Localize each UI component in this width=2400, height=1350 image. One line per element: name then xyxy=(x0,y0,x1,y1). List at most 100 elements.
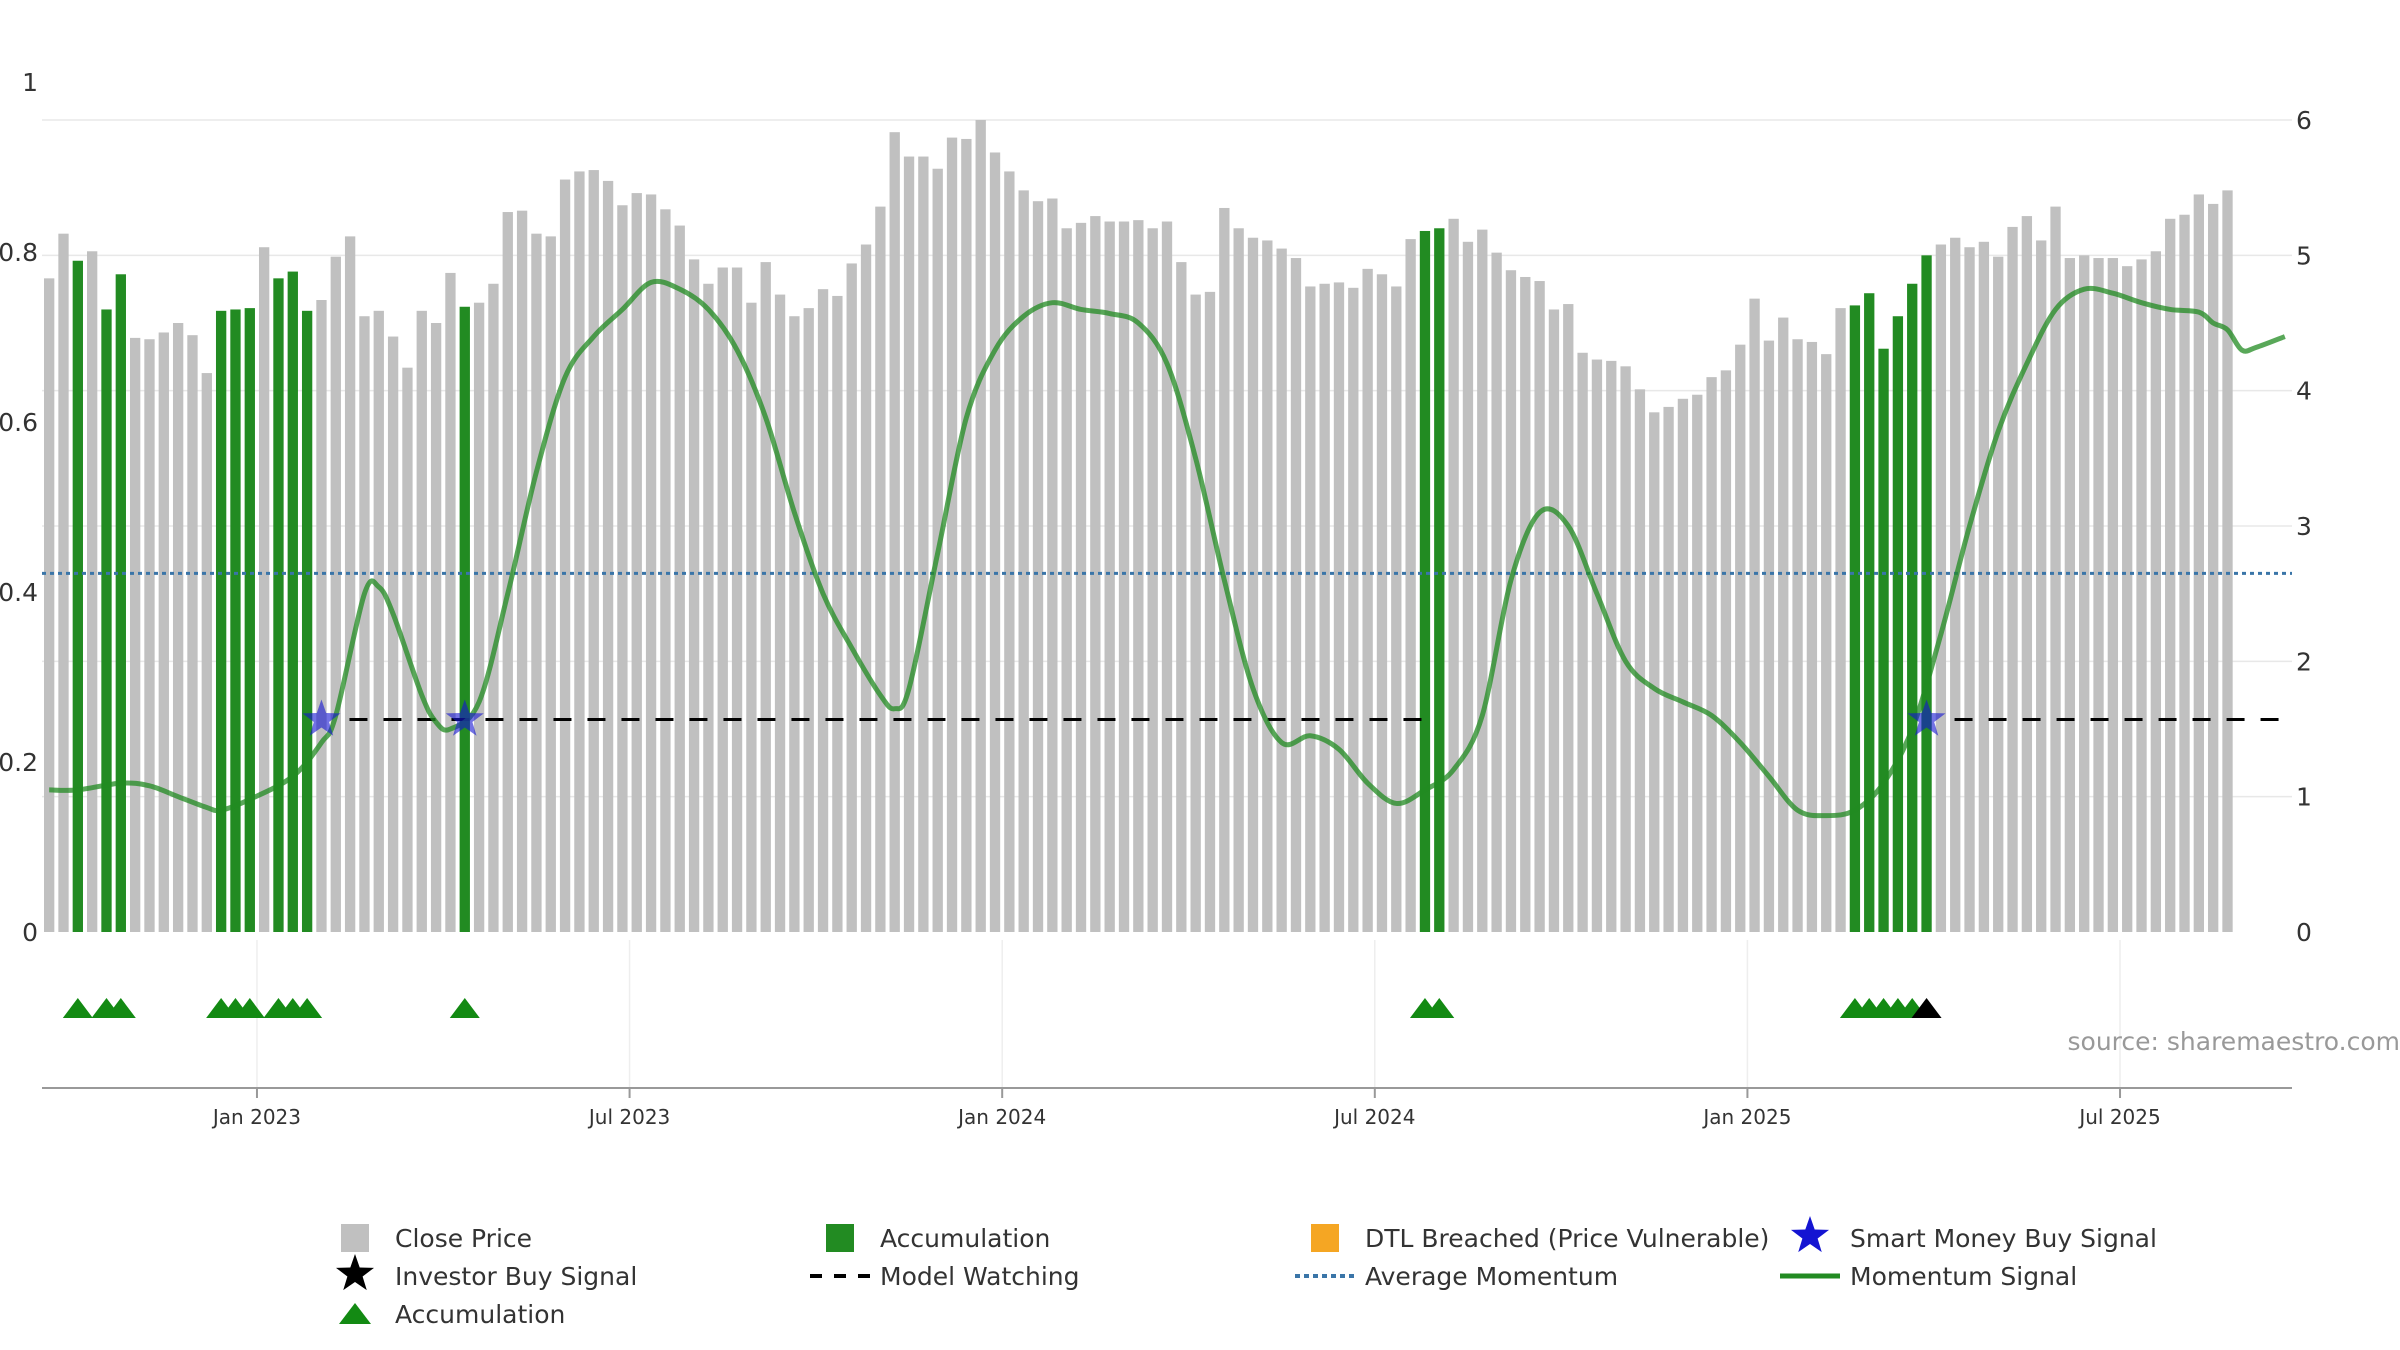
close-price-bar xyxy=(187,335,198,932)
close-price-bar xyxy=(2036,240,2047,933)
close-price-bar xyxy=(1391,286,1402,933)
x-tick-label: Jan 2023 xyxy=(211,1105,301,1129)
close-price-bar xyxy=(660,209,671,932)
close-price-bar xyxy=(875,206,886,932)
momentum-signal-line xyxy=(49,278,2286,819)
close-price-bar xyxy=(1247,237,1259,933)
close-price-bar xyxy=(1147,228,1158,932)
close-price-bar xyxy=(1778,317,1789,932)
close-price-bar xyxy=(2136,259,2147,933)
close-price-bar xyxy=(703,283,714,933)
x-tick-label: Jul 2025 xyxy=(2077,1105,2160,1129)
accumulation-bar xyxy=(1892,316,1904,932)
legend-swatch-accumulation xyxy=(826,1224,854,1252)
close-price-bar xyxy=(817,289,829,933)
accumulation-bar xyxy=(215,310,227,932)
accumulation-marker xyxy=(62,998,93,1018)
right-axis-ticks: 0 1 2 3 4 5 6 xyxy=(2296,106,2312,947)
close-price-bar xyxy=(1677,398,1689,933)
close-price-bar xyxy=(1333,282,1345,932)
close-price-bar xyxy=(2093,258,2104,932)
source-label: source: sharemaestro.com xyxy=(2068,1027,2400,1056)
legend-label: Smart Money Buy Signal xyxy=(1850,1224,2157,1253)
accumulation-bar xyxy=(1878,348,1889,932)
legend-item-average-momentum: Average Momentum xyxy=(1295,1262,1618,1291)
close-price-bar xyxy=(1118,221,1130,932)
close-price-bar xyxy=(1204,291,1216,933)
accumulation-marker xyxy=(1424,998,1455,1018)
right-tick-label: 5 xyxy=(2296,241,2312,270)
close-price-bar xyxy=(1935,244,1947,933)
close-price-bar xyxy=(1104,221,1115,932)
close-price-bar xyxy=(1448,218,1459,932)
accumulation-bar xyxy=(301,310,313,932)
left-tick-label: 0.6 xyxy=(0,408,38,437)
investor-buy-marker xyxy=(1911,998,1942,1018)
close-price-bar xyxy=(359,316,370,932)
close-price-bar xyxy=(258,247,270,933)
close-price-bar xyxy=(1591,359,1603,932)
close-price-bar xyxy=(1477,229,1488,932)
close-price-bar xyxy=(129,337,141,932)
legend-item-close-price: Close Price xyxy=(341,1224,532,1253)
close-price-bar xyxy=(1993,256,2004,933)
close-price-bar xyxy=(1462,241,1474,933)
legend-swatch-close-price xyxy=(341,1224,369,1252)
close-price-bar xyxy=(1978,241,1990,933)
smart-money-star xyxy=(445,699,484,736)
x-tick-label: Jul 2024 xyxy=(1332,1105,1415,1129)
close-price-bar xyxy=(860,244,872,933)
x-tick-label: Jan 2025 xyxy=(1701,1105,1791,1129)
close-price-bar xyxy=(1735,344,1746,932)
legend-item-smart-money: Smart Money Buy Signal xyxy=(1790,1216,2157,1253)
x-tick-label: Jul 2023 xyxy=(587,1105,670,1129)
close-price-bar xyxy=(789,316,800,932)
close-price-bar xyxy=(1233,228,1244,932)
close-price-bar xyxy=(903,156,915,933)
close-price-bar xyxy=(172,323,184,932)
legend-triangle-icon xyxy=(339,1303,371,1324)
legend-label: Momentum Signal xyxy=(1850,1262,2077,1291)
close-price-bar xyxy=(717,267,728,933)
close-price-bar xyxy=(387,336,399,932)
close-price-bar xyxy=(1190,294,1201,933)
legend-item-investor-buy: Investor Buy Signal xyxy=(335,1254,637,1291)
close-price-bar xyxy=(961,138,972,933)
close-price-bar xyxy=(316,299,327,932)
close-price-bar xyxy=(1018,190,1029,932)
legend: Close Price Accumulation DTL Breached (Pri… xyxy=(335,1216,2157,1329)
close-price-bar xyxy=(889,132,900,932)
close-price-bar xyxy=(430,323,442,932)
close-price-bar xyxy=(918,156,929,933)
close-price-bar xyxy=(559,179,571,933)
legend-item-momentum-signal: Momentum Signal xyxy=(1780,1262,2077,1291)
close-price-bar xyxy=(2222,190,2233,932)
close-price-bar xyxy=(1663,406,1674,932)
legend-item-dtl-breached: DTL Breached (Price Vulnerable) xyxy=(1311,1224,1769,1253)
close-price-bar xyxy=(2150,251,2162,933)
close-price-bar xyxy=(1821,354,1832,932)
left-tick-label: 0.4 xyxy=(0,578,38,607)
close-price-bar xyxy=(1563,304,1574,932)
accumulation-bar xyxy=(1864,293,1875,932)
close-price-bar xyxy=(688,259,700,933)
close-price-bar xyxy=(1090,216,1101,932)
legend-item-model-watching: Model Watching xyxy=(810,1262,1080,1291)
legend-star-icon xyxy=(1790,1216,1830,1253)
close-price-bar xyxy=(989,152,1001,933)
close-price-bar xyxy=(2208,203,2219,932)
accumulation-marker xyxy=(234,998,265,1018)
close-price-bar xyxy=(1161,221,1173,932)
close-price-bar xyxy=(488,283,499,933)
smart-money-star xyxy=(302,699,341,736)
close-price-bar xyxy=(617,205,628,932)
close-price-bar xyxy=(975,120,986,932)
close-price-bar xyxy=(373,310,384,932)
close-price-bar xyxy=(2107,258,2119,932)
legend-label: Investor Buy Signal xyxy=(395,1262,637,1291)
right-tick-label: 4 xyxy=(2296,377,2312,406)
close-price-bar xyxy=(574,171,585,933)
legend-label: Close Price xyxy=(395,1224,532,1253)
close-price-bar xyxy=(2165,218,2176,932)
close-price-bar xyxy=(774,294,786,933)
